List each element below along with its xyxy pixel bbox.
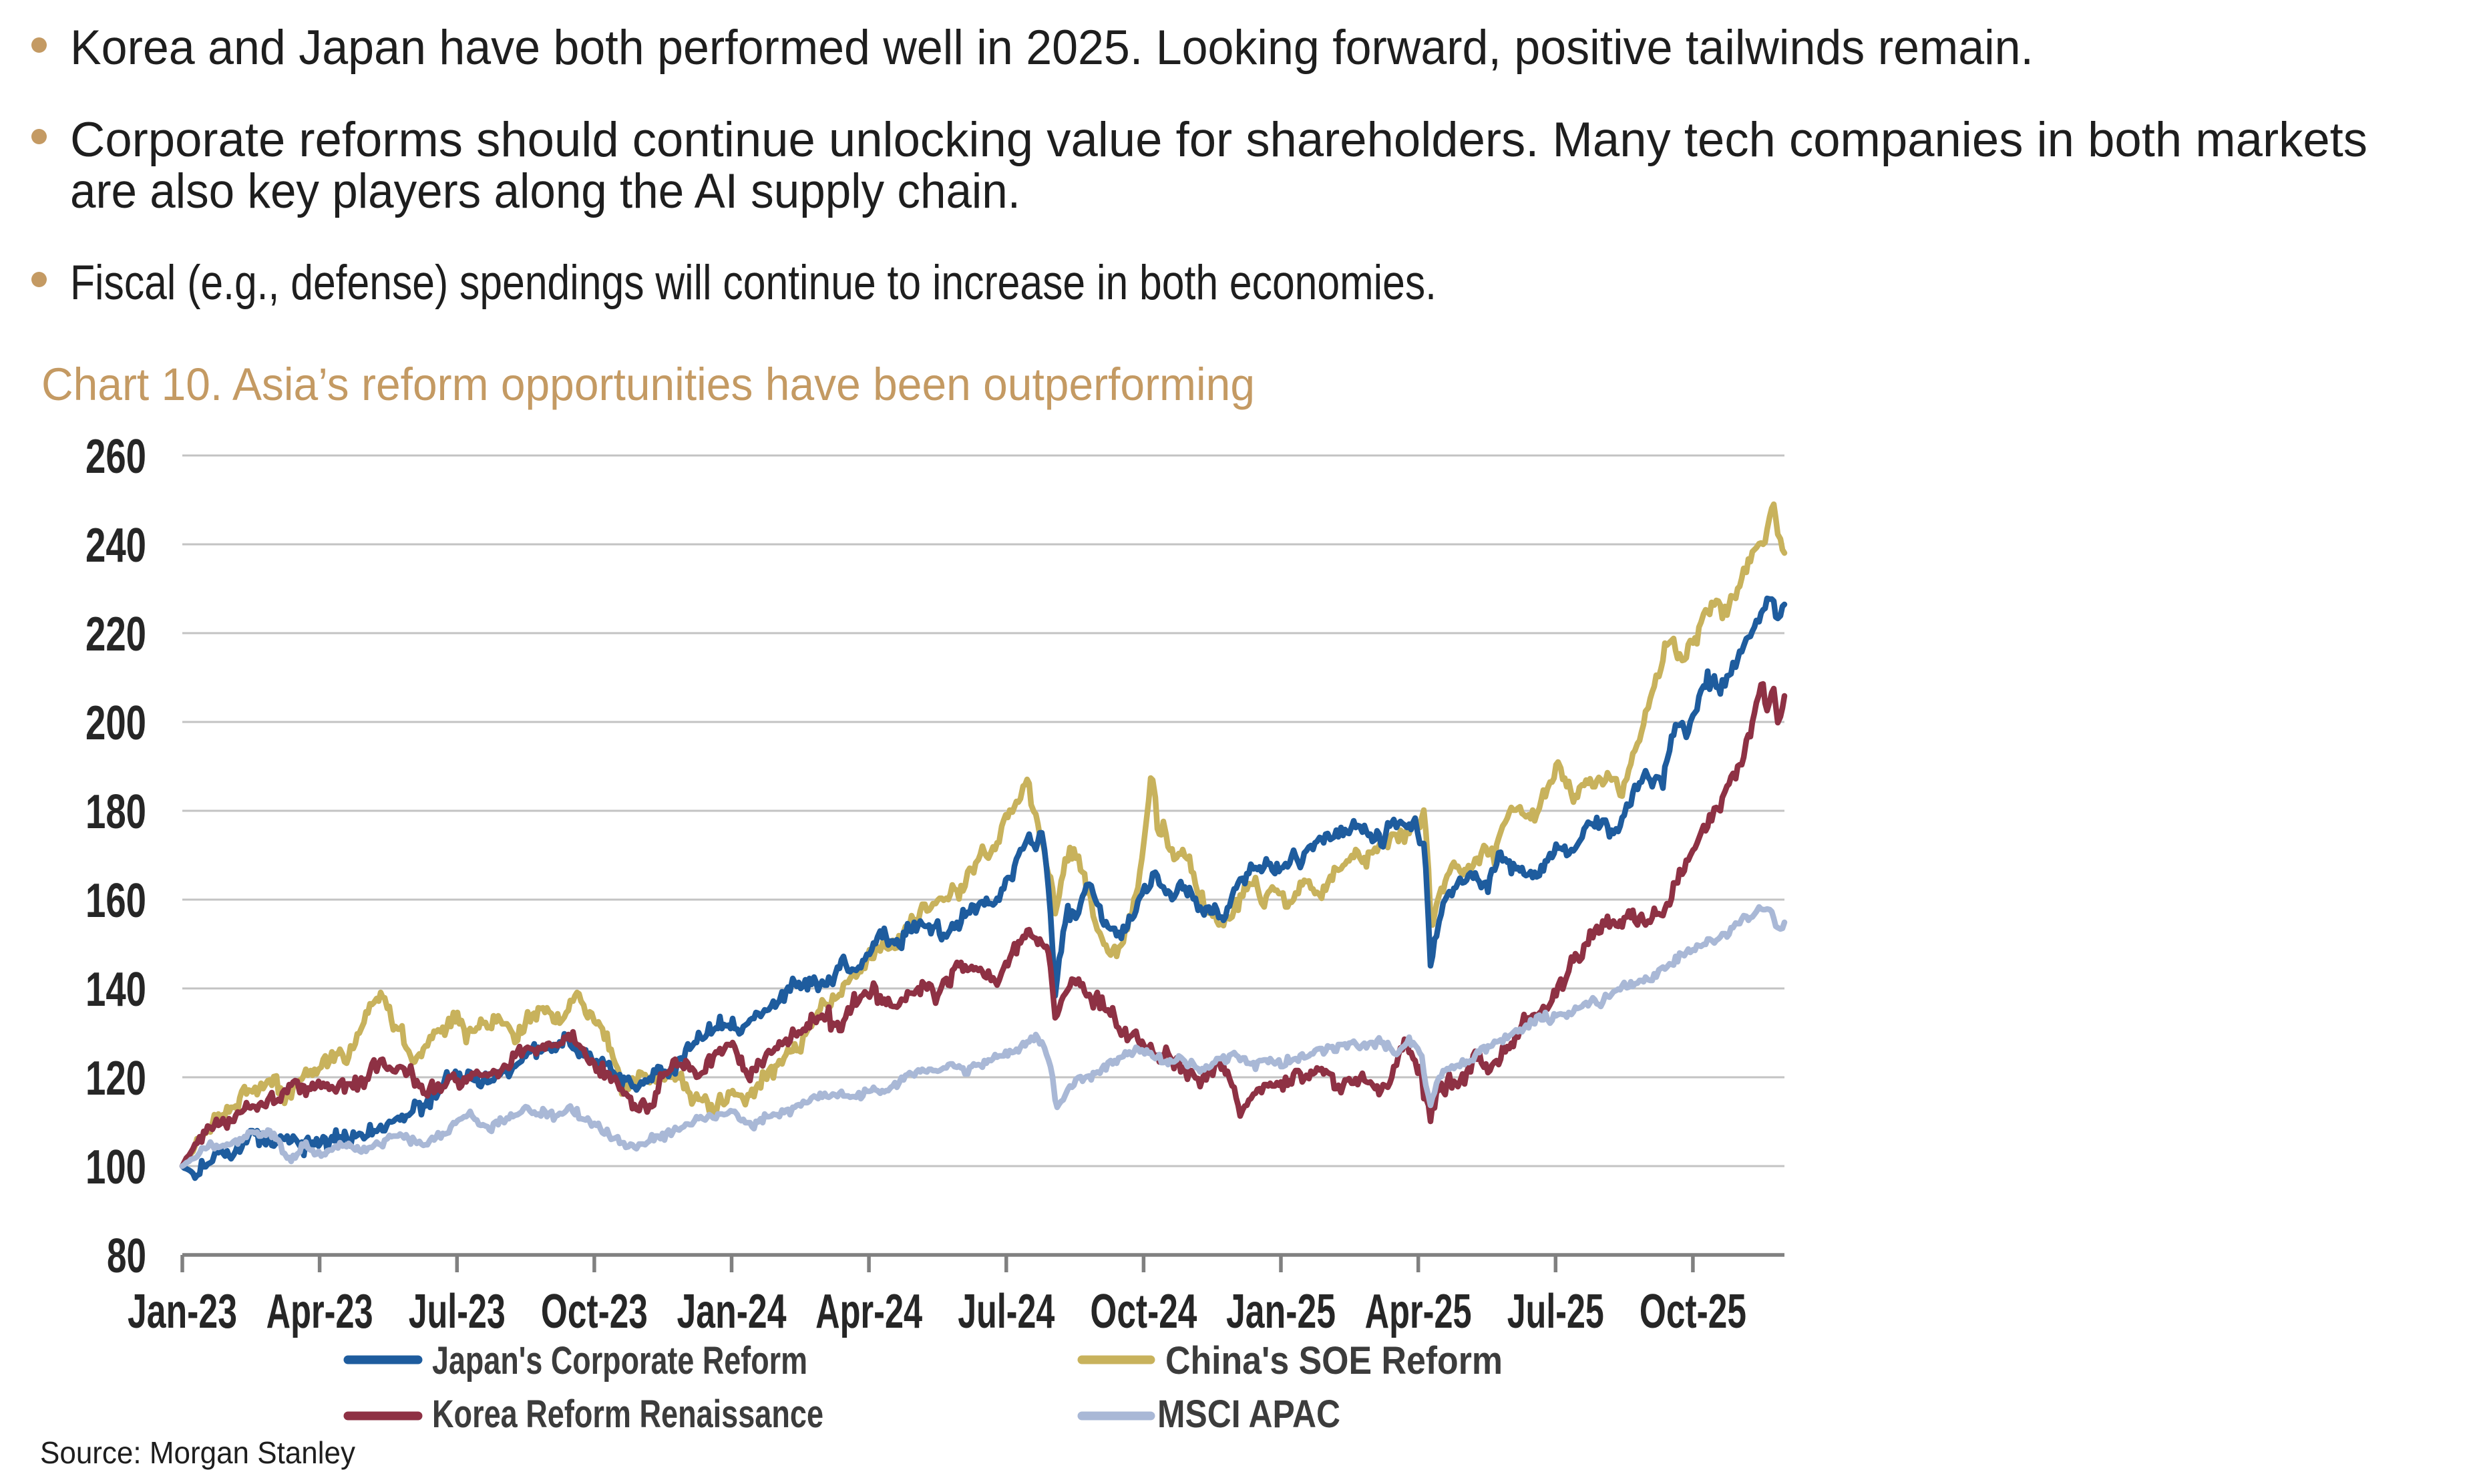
svg-text:Jan-24: Jan-24 <box>677 1285 787 1338</box>
svg-text:200: 200 <box>85 697 146 750</box>
svg-text:Jan-23: Jan-23 <box>128 1285 237 1338</box>
svg-text:Apr-25: Apr-25 <box>1365 1285 1472 1338</box>
svg-text:Corporate reforms should conti: Corporate reforms should continue unlock… <box>70 113 2367 167</box>
svg-text:Jul-23: Jul-23 <box>409 1285 506 1338</box>
svg-text:140: 140 <box>85 963 146 1016</box>
svg-text:160: 160 <box>85 874 146 928</box>
svg-text:240: 240 <box>85 519 146 572</box>
svg-text:120: 120 <box>85 1052 146 1105</box>
svg-text:Korea and Japan have both perf: Korea and Japan have both performed well… <box>70 21 2034 75</box>
svg-text:Apr-23: Apr-23 <box>266 1285 373 1338</box>
svg-text:Chart 10. Asia’s reform opport: Chart 10. Asia’s reform opportunities ha… <box>41 359 1255 410</box>
svg-text:MSCI APAC: MSCI APAC <box>1157 1393 1340 1436</box>
svg-text:China's SOE Reform: China's SOE Reform <box>1165 1339 1503 1382</box>
svg-text:Japan's Corporate Reform: Japan's Corporate Reform <box>432 1339 807 1382</box>
svg-text:260: 260 <box>85 430 146 484</box>
svg-text:Oct-25: Oct-25 <box>1640 1285 1746 1338</box>
svg-text:Apr-24: Apr-24 <box>815 1285 922 1338</box>
svg-text:220: 220 <box>85 608 146 661</box>
svg-text:Source: Morgan Stanley: Source: Morgan Stanley <box>40 1435 355 1470</box>
svg-text:80: 80 <box>107 1230 146 1283</box>
svg-text:are also key players along the: are also key players along the AI supply… <box>70 164 1020 218</box>
svg-text:Jul-24: Jul-24 <box>958 1285 1055 1338</box>
svg-text:Oct-23: Oct-23 <box>541 1285 648 1338</box>
svg-text:Jan-25: Jan-25 <box>1226 1285 1336 1338</box>
svg-text:180: 180 <box>85 785 146 839</box>
svg-text:Oct-24: Oct-24 <box>1090 1285 1197 1338</box>
svg-text:Korea Reform Renaissance: Korea Reform Renaissance <box>432 1393 823 1436</box>
svg-text:100: 100 <box>85 1141 146 1194</box>
svg-text:Jul-25: Jul-25 <box>1507 1285 1604 1338</box>
svg-text:Fiscal (e.g., defense) spendin: Fiscal (e.g., defense) spendings will co… <box>70 256 1437 310</box>
